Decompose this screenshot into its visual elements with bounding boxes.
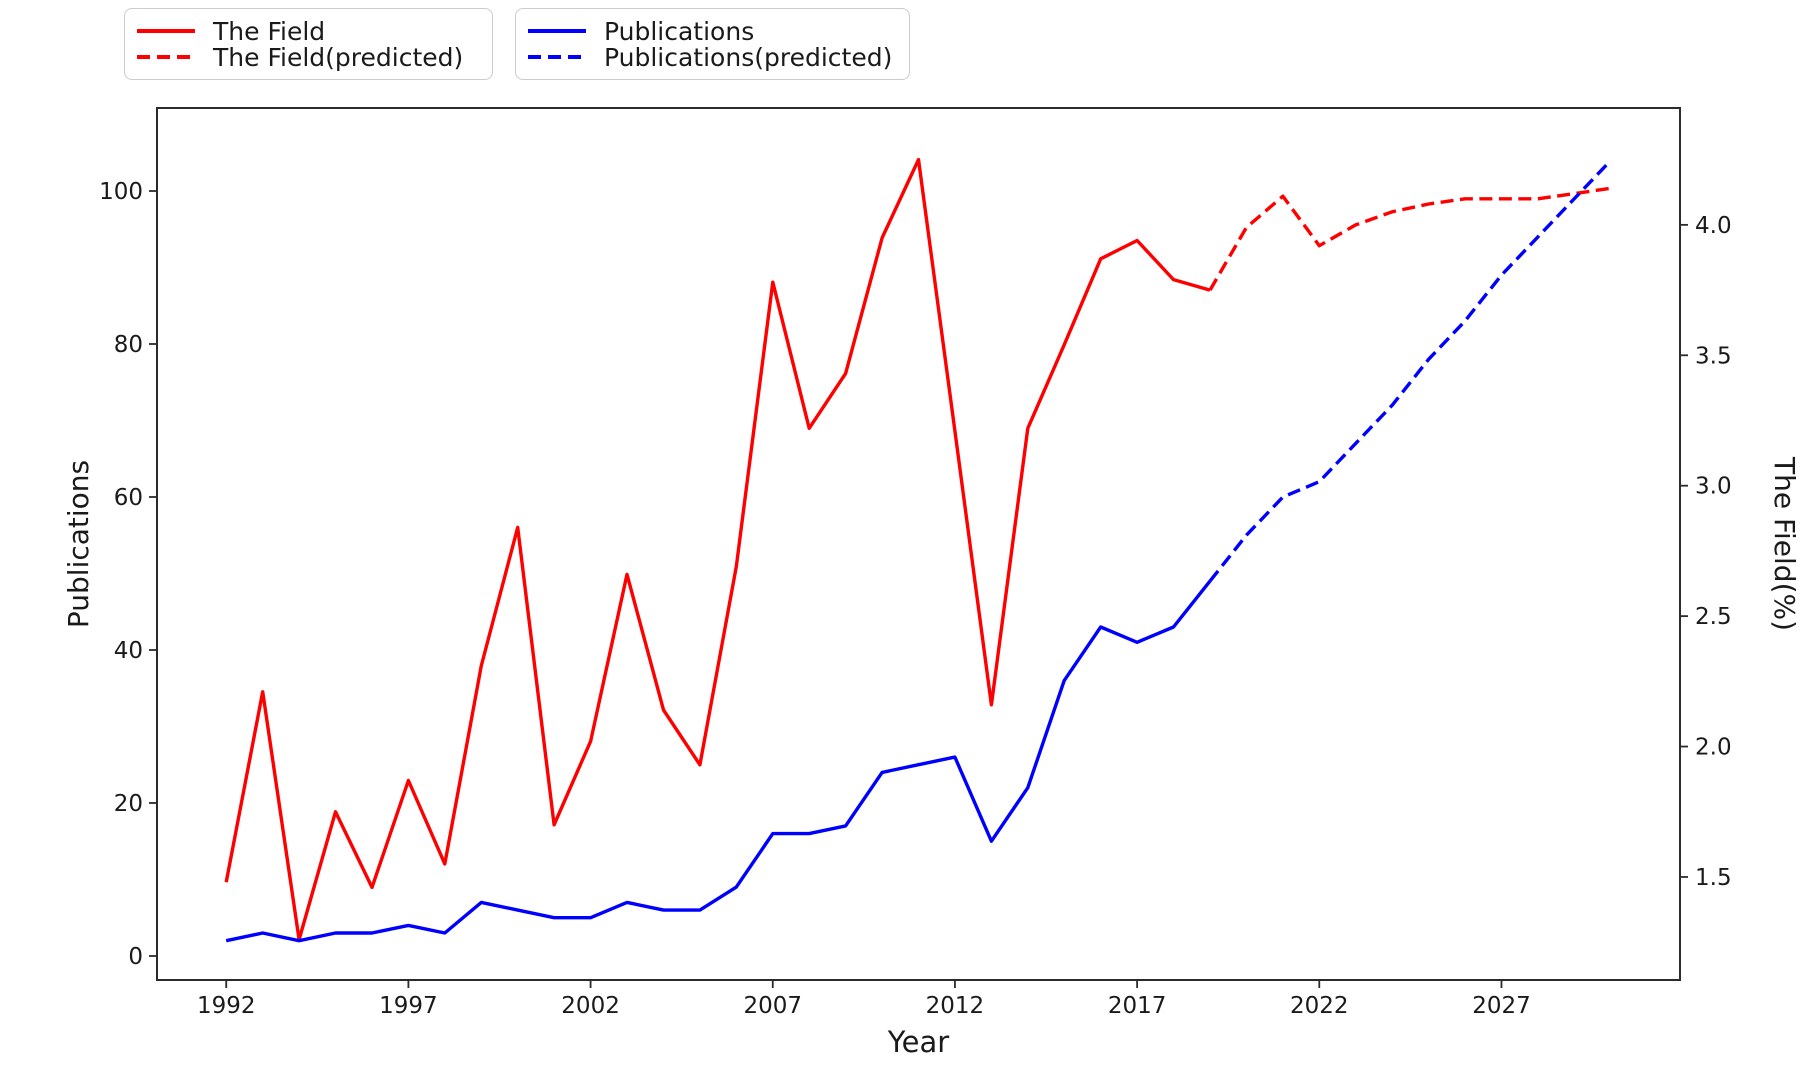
right-tick-label-3.0: 3.0 [1695,474,1732,500]
legend-label-publications-predicted: Publications(predicted) [604,42,893,72]
left-axis-title: Publications [62,460,95,628]
legend-item-publications: Publications [528,18,891,44]
publications-dashed-line-sample-icon [528,55,586,59]
series-line-the-field [224,157,1211,942]
right-tick-label-2.0: 2.0 [1695,735,1732,761]
x-tick-label-2022: 2022 [1290,993,1349,1019]
x-tick-label-2007: 2007 [743,993,802,1019]
left-tick-label-60: 60 [114,485,143,511]
series-line-publications-predicted [1208,159,1613,583]
legend-box-publications: Publications Publications(predicted) [515,8,910,80]
legend-label-field: The Field [213,16,326,46]
legend-box-field: The Field The Field(predicted) [124,8,493,80]
x-tick-label-2017: 2017 [1108,993,1167,1019]
field-dashed-line-sample-icon [137,55,195,59]
series-line-the-field-predicted [1208,186,1612,291]
field-solid-line-sample-icon [137,29,195,33]
left-tick-label-20: 20 [114,791,143,817]
publications-solid-line-sample-icon [528,29,586,33]
plot-border [156,107,1681,981]
legend-label-field-predicted: The Field(predicted) [213,42,464,72]
right-tick-label-4.0: 4.0 [1695,213,1732,239]
left-tick-label-40: 40 [114,638,143,664]
x-tick-label-1992: 1992 [197,993,256,1019]
x-tick-label-1997: 1997 [379,993,438,1019]
left-tick-label-80: 80 [114,332,143,358]
legend-item-field: The Field [137,18,474,44]
x-tick-label-2002: 2002 [561,993,620,1019]
right-tick-label-2.5: 2.5 [1695,604,1732,630]
left-tick-label-100: 100 [99,179,143,205]
legend-label-publications: Publications [604,16,755,46]
right-tick-label-1.5: 1.5 [1695,865,1732,891]
right-axis-title: The Field(%) [1768,456,1801,631]
right-tick-label-3.5: 3.5 [1695,343,1732,369]
x-tick-label-2012: 2012 [926,993,985,1019]
x-axis-title: Year [887,1025,949,1059]
series-line-publications [225,580,1212,943]
legend-item-publications-predicted: Publications(predicted) [528,42,893,72]
left-tick-label-0: 0 [128,944,143,970]
legend-item-field-predicted: The Field(predicted) [137,44,474,70]
x-tick-label-2027: 2027 [1472,993,1531,1019]
